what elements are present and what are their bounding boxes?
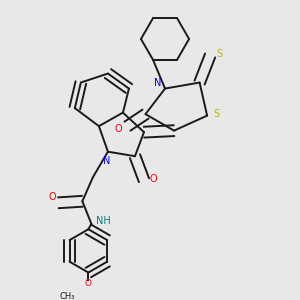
Text: O: O — [150, 174, 158, 184]
Text: O: O — [49, 192, 56, 202]
Text: S: S — [216, 49, 222, 59]
Text: O: O — [85, 280, 92, 289]
Text: CH₃: CH₃ — [60, 292, 75, 300]
Text: O: O — [115, 124, 122, 134]
Text: S: S — [213, 109, 219, 119]
Text: N: N — [154, 78, 161, 88]
Text: NH: NH — [96, 216, 111, 226]
Text: N: N — [103, 156, 110, 166]
